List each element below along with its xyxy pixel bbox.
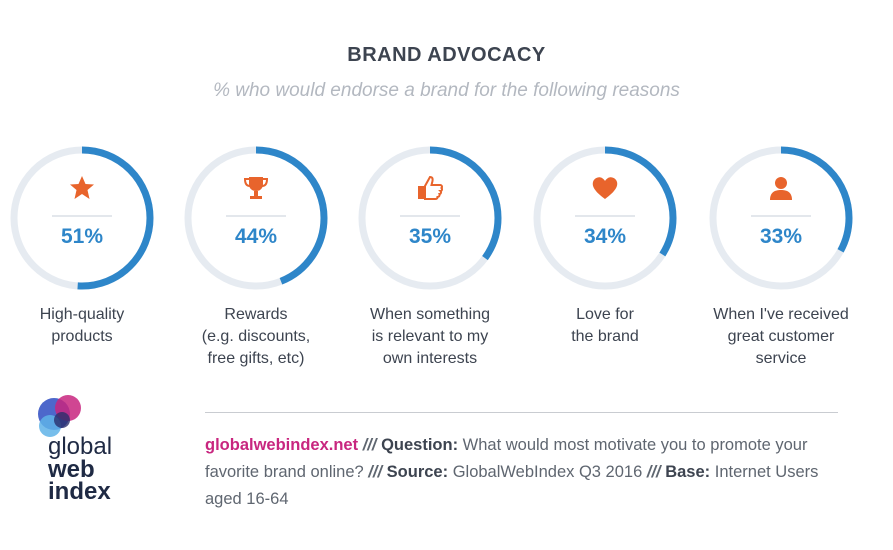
thumbs-up-icon (415, 173, 445, 203)
heart-icon (590, 173, 620, 203)
donut-value-arc (10, 146, 154, 290)
donut-category-label: When something is relevant to my own int… (369, 306, 491, 367)
donut-item: 35% (355, 143, 505, 293)
donut-ring (184, 146, 328, 290)
footer-source-label: Source: (386, 463, 449, 481)
chart-title: BRAND ADVOCACY (347, 44, 546, 66)
donut-separator (751, 215, 811, 217)
logo-text-index: index (48, 478, 111, 505)
donut-percent-label: 35% (408, 225, 452, 248)
person-icon (766, 173, 796, 203)
donut-separator (226, 215, 286, 217)
footer-site-link[interactable]: globalwebindex.net (205, 436, 359, 454)
footer-separator: /// (368, 463, 383, 481)
donut-ring (10, 146, 154, 290)
donut-value-arc (184, 146, 328, 290)
donut-value-arc (709, 146, 853, 290)
donut-category-label: When I've received great customer servic… (713, 306, 849, 367)
donut-category-label: Rewards (e.g. discounts, free gifts, etc… (201, 306, 311, 367)
footer-separator: /// (362, 436, 377, 454)
footer-source: GlobalWebIndex Q3 2016 (452, 463, 643, 481)
footer-separator: /// (646, 463, 661, 481)
donut-category-label: High-quality products (39, 306, 125, 345)
donut-percent-label: 33% (759, 225, 803, 248)
donut-ring (533, 146, 677, 290)
donut-separator (400, 215, 460, 217)
donut-ring (358, 146, 502, 290)
donut-percent-label: 44% (234, 225, 278, 248)
donut-item: 34% (530, 143, 680, 293)
donut-separator (52, 215, 112, 217)
donut-value-arc (358, 146, 502, 290)
donut-item: 44% (181, 143, 331, 293)
chart-subtitle: % who would endorse a brand for the foll… (213, 80, 680, 101)
logo-text-web: web (48, 456, 95, 483)
logo-text-global: global (48, 433, 113, 460)
footer-base: Internet Users aged 16-64 (205, 463, 819, 508)
logo-circles-icon (38, 395, 81, 437)
donut-percent-label: 51% (60, 225, 104, 248)
donut-item: 51% (7, 143, 157, 293)
star-icon (67, 173, 97, 203)
footer-base-label: Base: (665, 463, 711, 481)
donut-value-arc (533, 146, 677, 290)
donut-percent-label: 34% (583, 225, 627, 248)
donut-ring (709, 146, 853, 290)
donut-category-label: Love for the brand (571, 306, 639, 345)
footer-divider (205, 412, 838, 413)
globalwebindex-logo (24, 386, 154, 516)
footer-question-label: Question: (381, 436, 459, 454)
footer-question: What would most motivate you to promote … (205, 436, 808, 481)
footer-note: globalwebindex.net /// Question: What wo… (205, 432, 855, 513)
trophy-icon (241, 173, 271, 203)
donut-separator (575, 215, 635, 217)
donut-item: 33% (706, 143, 856, 293)
